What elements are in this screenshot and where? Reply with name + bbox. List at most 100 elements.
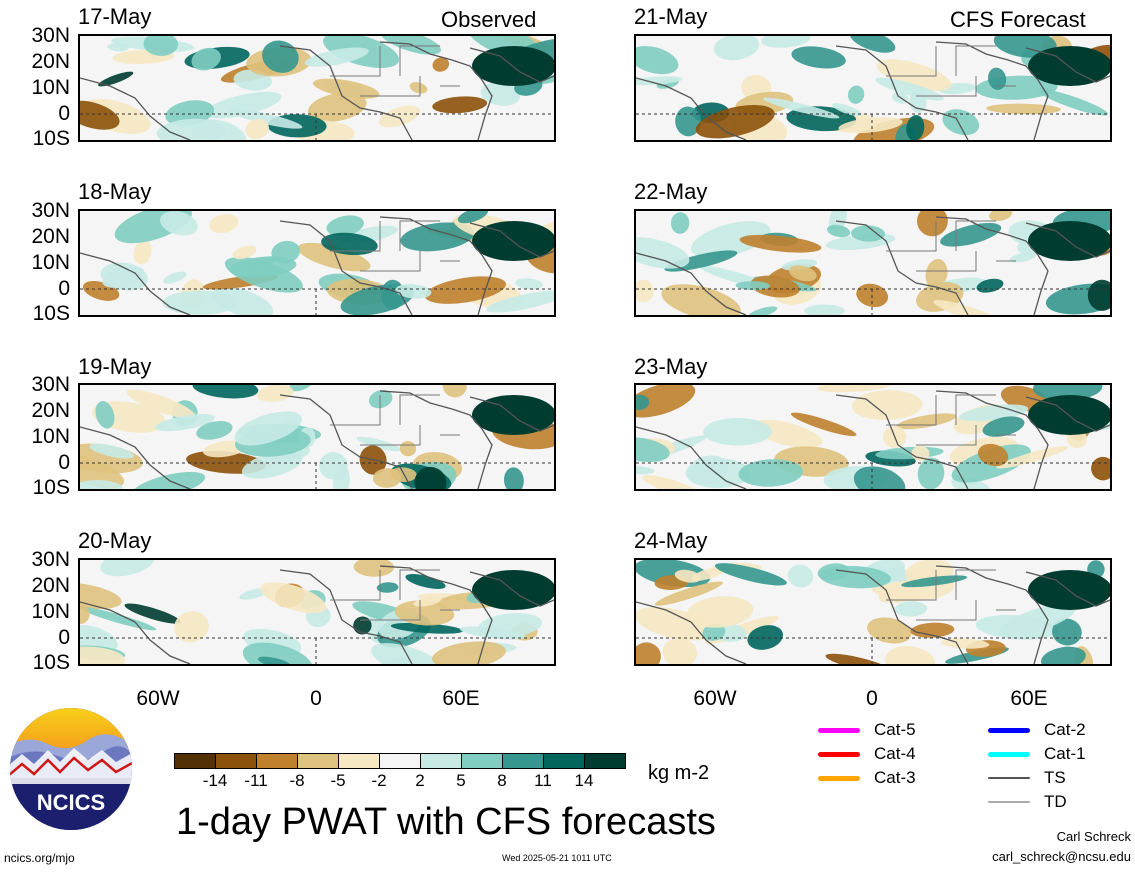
anomaly-patch: [376, 582, 399, 593]
lon-label-left-60w: 60W: [136, 687, 180, 710]
anomaly-patch: [107, 43, 129, 52]
anomaly-patch: [703, 418, 772, 446]
country-borders: [330, 569, 460, 621]
anomaly-patch: [262, 40, 299, 73]
anomaly-patch: [853, 466, 906, 489]
country-borders: [886, 569, 1016, 621]
anomaly-patch: [1052, 618, 1082, 646]
colorbar-tick-label: 8: [497, 771, 507, 790]
anomaly-patch: [686, 596, 754, 628]
anomaly-patch: [735, 281, 771, 291]
coastline: [80, 41, 554, 140]
anomaly-patch: [702, 623, 726, 641]
lon-label-left-60e: 60E: [442, 687, 480, 710]
colorbar-swatch: [215, 753, 257, 769]
colorbar-tick-label: -2: [371, 771, 387, 790]
coastline: [636, 565, 1110, 664]
anomaly-patch: [239, 588, 269, 600]
lat-label: 20N: [31, 399, 70, 422]
anomaly-patch: [876, 59, 952, 91]
anomaly-patch: [933, 299, 1004, 315]
anomaly-patch: [999, 603, 1077, 637]
anomaly-patch: [245, 118, 269, 140]
anomaly-patch: [636, 642, 661, 664]
anomaly-patch: [977, 443, 1009, 467]
anomaly-patch: [163, 271, 187, 284]
anomaly-patch: [332, 466, 350, 489]
storm-legend-label-cat-5: Cat-5: [874, 720, 916, 739]
storm-legend-label-td: TD: [1044, 792, 1067, 811]
anomaly-patch: [1091, 456, 1110, 481]
country-borders: [330, 220, 460, 272]
lat-label: 10S: [32, 651, 70, 674]
anomaly-patch: [80, 646, 126, 664]
storm-legend-label-cat-3: Cat-3: [874, 768, 916, 787]
pwat-anomaly-field: [80, 385, 554, 489]
anomaly-patch: [80, 453, 125, 489]
colorbar-tick-label: -5: [330, 771, 346, 790]
anomaly-patch: [636, 394, 650, 411]
anomaly-patch: [1040, 646, 1086, 664]
storm-legend-swatch-cat-4: [818, 752, 860, 757]
anomaly-patch: [380, 36, 441, 55]
anomaly-patch: [825, 653, 891, 664]
pwat-anomaly-field: [636, 560, 1110, 664]
storm-legend-label-cat-2: Cat-2: [1044, 720, 1086, 739]
pwat-anomaly-field: [636, 36, 1110, 140]
colorbar-tick-label: 11: [534, 771, 552, 790]
anomaly-patch: [901, 575, 968, 588]
anomaly-patch: [982, 416, 1025, 437]
colorbar-tick-label: 14: [574, 771, 594, 790]
lat-label: 10S: [32, 476, 70, 499]
anomaly-patch: [89, 443, 134, 459]
anomaly-patch: [102, 266, 145, 288]
lat-label: 30N: [31, 199, 70, 222]
observed-map-panel-1: [78, 34, 556, 142]
country-borders: [886, 45, 1016, 97]
anomaly-patch: [917, 211, 948, 237]
lat-label: 10N: [31, 76, 70, 99]
anomaly-patch: [234, 411, 302, 446]
storm-legend-swatch-cat-1: [988, 752, 1030, 757]
colorbar-swatch: [256, 753, 298, 769]
lat-label: 0: [58, 451, 70, 474]
anomaly-patch: [988, 67, 1007, 90]
anomaly-patch: [432, 96, 488, 114]
anomaly-patch: [867, 617, 912, 644]
anomaly-patch: [95, 401, 115, 429]
pwat-anomaly-field: [636, 211, 1110, 315]
anomaly-patch: [80, 604, 90, 624]
footer-timestamp: Wed 2025-05-21 1011 UTC: [502, 853, 612, 863]
anomaly-patch: [838, 117, 903, 134]
anomaly-patch: [851, 390, 923, 421]
anomaly-patch: [942, 109, 980, 136]
anomaly-patch: [1038, 89, 1108, 116]
footer-url[interactable]: ncics.org/mjo: [4, 851, 75, 865]
anomaly-patch: [228, 108, 303, 129]
anomaly-patch: [906, 114, 925, 140]
anomaly-patch: [713, 36, 760, 61]
anomaly-patch: [143, 36, 179, 56]
forecast-map-panel-2: [634, 209, 1112, 317]
coastline: [636, 216, 1110, 315]
anomaly-patch: [675, 106, 702, 137]
colorbar-tick-label: -8: [289, 771, 305, 790]
pwat-anomaly-field: [80, 36, 554, 140]
lat-label: 10N: [31, 600, 70, 623]
anomaly-patch: [353, 560, 394, 577]
footer-email[interactable]: carl_schreck@ncsu.edu: [992, 849, 1131, 864]
coastline: [80, 565, 554, 664]
anomaly-patch: [432, 641, 506, 664]
anomaly-patch: [405, 574, 446, 589]
lat-label: 30N: [31, 548, 70, 571]
observed-header: Observed: [441, 7, 537, 32]
panel-date-forecast-2: 22-May: [634, 179, 708, 204]
anomaly-patch: [257, 385, 294, 402]
anomaly-patch: [394, 600, 455, 626]
observed-map-panel-4: [78, 558, 556, 666]
lat-label: 30N: [31, 24, 70, 47]
anomaly-patch: [209, 214, 239, 234]
anomaly-patch: [124, 603, 181, 624]
logo-text: NCICS: [37, 790, 105, 815]
colorbar-swatch: [174, 753, 216, 769]
